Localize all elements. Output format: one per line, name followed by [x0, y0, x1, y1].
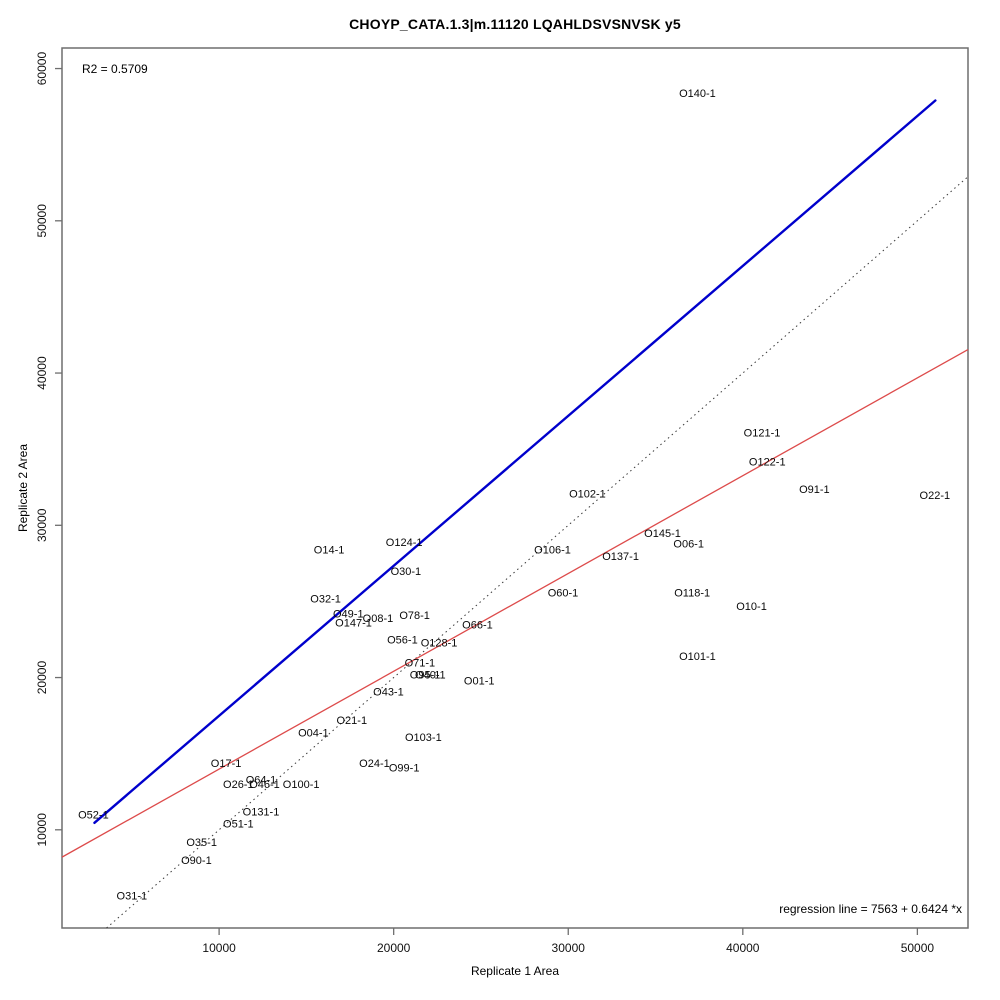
- data-point-label: O08-1: [363, 613, 394, 625]
- x-tick-label: 40000: [726, 941, 760, 955]
- data-point-label: O90-1: [181, 855, 212, 867]
- blue-fit-line: [93, 99, 937, 824]
- regression-equation-annotation: regression line = 7563 + 0.6424 *x: [779, 902, 962, 916]
- r2-annotation: R2 = 0.5709: [82, 62, 148, 76]
- y-tick-label: 10000: [35, 813, 49, 847]
- data-point-label: O91-1: [799, 484, 830, 496]
- data-point-label: O51-1: [223, 819, 254, 831]
- data-point-label: O49-1: [333, 609, 364, 621]
- data-point-label: O122-1: [749, 456, 786, 468]
- y-tick-label: 40000: [35, 356, 49, 390]
- data-point-label: O17-1: [211, 758, 242, 770]
- data-point-label: O103-1: [405, 732, 442, 744]
- data-point-label: O102-1: [569, 488, 606, 500]
- data-point-label: O35-1: [186, 837, 217, 849]
- data-point-label: O95-1: [410, 670, 441, 682]
- data-point-label: O147-1: [335, 618, 372, 630]
- data-point-label: O124-1: [386, 537, 423, 549]
- data-point-label: O06-1: [673, 539, 704, 551]
- data-point-label: O10-1: [736, 601, 767, 613]
- identity-line: [106, 176, 969, 929]
- data-point-label: O145-1: [644, 528, 681, 540]
- x-axis-label: Replicate 1 Area: [470, 964, 560, 978]
- data-point-label: O99-1: [389, 762, 420, 774]
- data-point-label: O52-1: [78, 810, 109, 822]
- data-point-label: O131-1: [243, 807, 280, 819]
- x-tick-label: 20000: [377, 941, 411, 955]
- y-tick-label: 50000: [35, 204, 49, 238]
- data-point-label: O137-1: [602, 551, 639, 563]
- data-point-label: O30-1: [391, 566, 422, 578]
- data-point-label: O128-1: [421, 638, 458, 650]
- data-point-label: O24-1: [359, 758, 390, 770]
- y-axis-label: Replicate 2 Area: [16, 443, 30, 533]
- data-point-label: O64-1: [246, 775, 277, 787]
- data-point-label: O26-1: [223, 779, 254, 791]
- y-tick-label: 30000: [35, 508, 49, 542]
- y-tick-label: 60000: [35, 52, 49, 86]
- data-point-label: O32-1: [310, 593, 341, 605]
- data-point-label: O46-1: [249, 779, 280, 791]
- x-tick-label: 10000: [202, 941, 236, 955]
- data-point-label: O43-1: [373, 686, 404, 698]
- data-point-label: O78-1: [399, 610, 430, 622]
- data-point-label: O140-1: [679, 88, 716, 100]
- data-point-label: O40-1: [415, 670, 446, 682]
- x-tick-label: 30000: [552, 941, 586, 955]
- data-point-label: O01-1: [464, 676, 495, 688]
- data-point-label: O56-1: [387, 634, 418, 646]
- data-point-label: O106-1: [534, 545, 571, 557]
- data-point-label: O21-1: [336, 715, 367, 727]
- data-point-label: O22-1: [920, 490, 951, 502]
- data-point-label: O71-1: [405, 657, 436, 669]
- plot-box: [61, 47, 969, 929]
- data-point-label: O121-1: [744, 427, 781, 439]
- data-point-label: O118-1: [674, 587, 710, 599]
- data-point-label: O66-1: [462, 619, 493, 631]
- chart-title: CHOYP_CATA.1.3|m.11120 LQAHLDSVSNVSK y5: [349, 16, 681, 32]
- data-point-label: O100-1: [283, 779, 320, 791]
- x-tick-label: 50000: [901, 941, 935, 955]
- regression-line: [61, 348, 969, 858]
- data-point-label: O04-1: [298, 727, 329, 739]
- data-point-label: O14-1: [314, 545, 345, 557]
- y-tick-label: 20000: [35, 661, 49, 695]
- data-point-label: O101-1: [679, 651, 716, 663]
- data-point-label: O31-1: [117, 890, 148, 902]
- data-point-label: O60-1: [548, 587, 579, 599]
